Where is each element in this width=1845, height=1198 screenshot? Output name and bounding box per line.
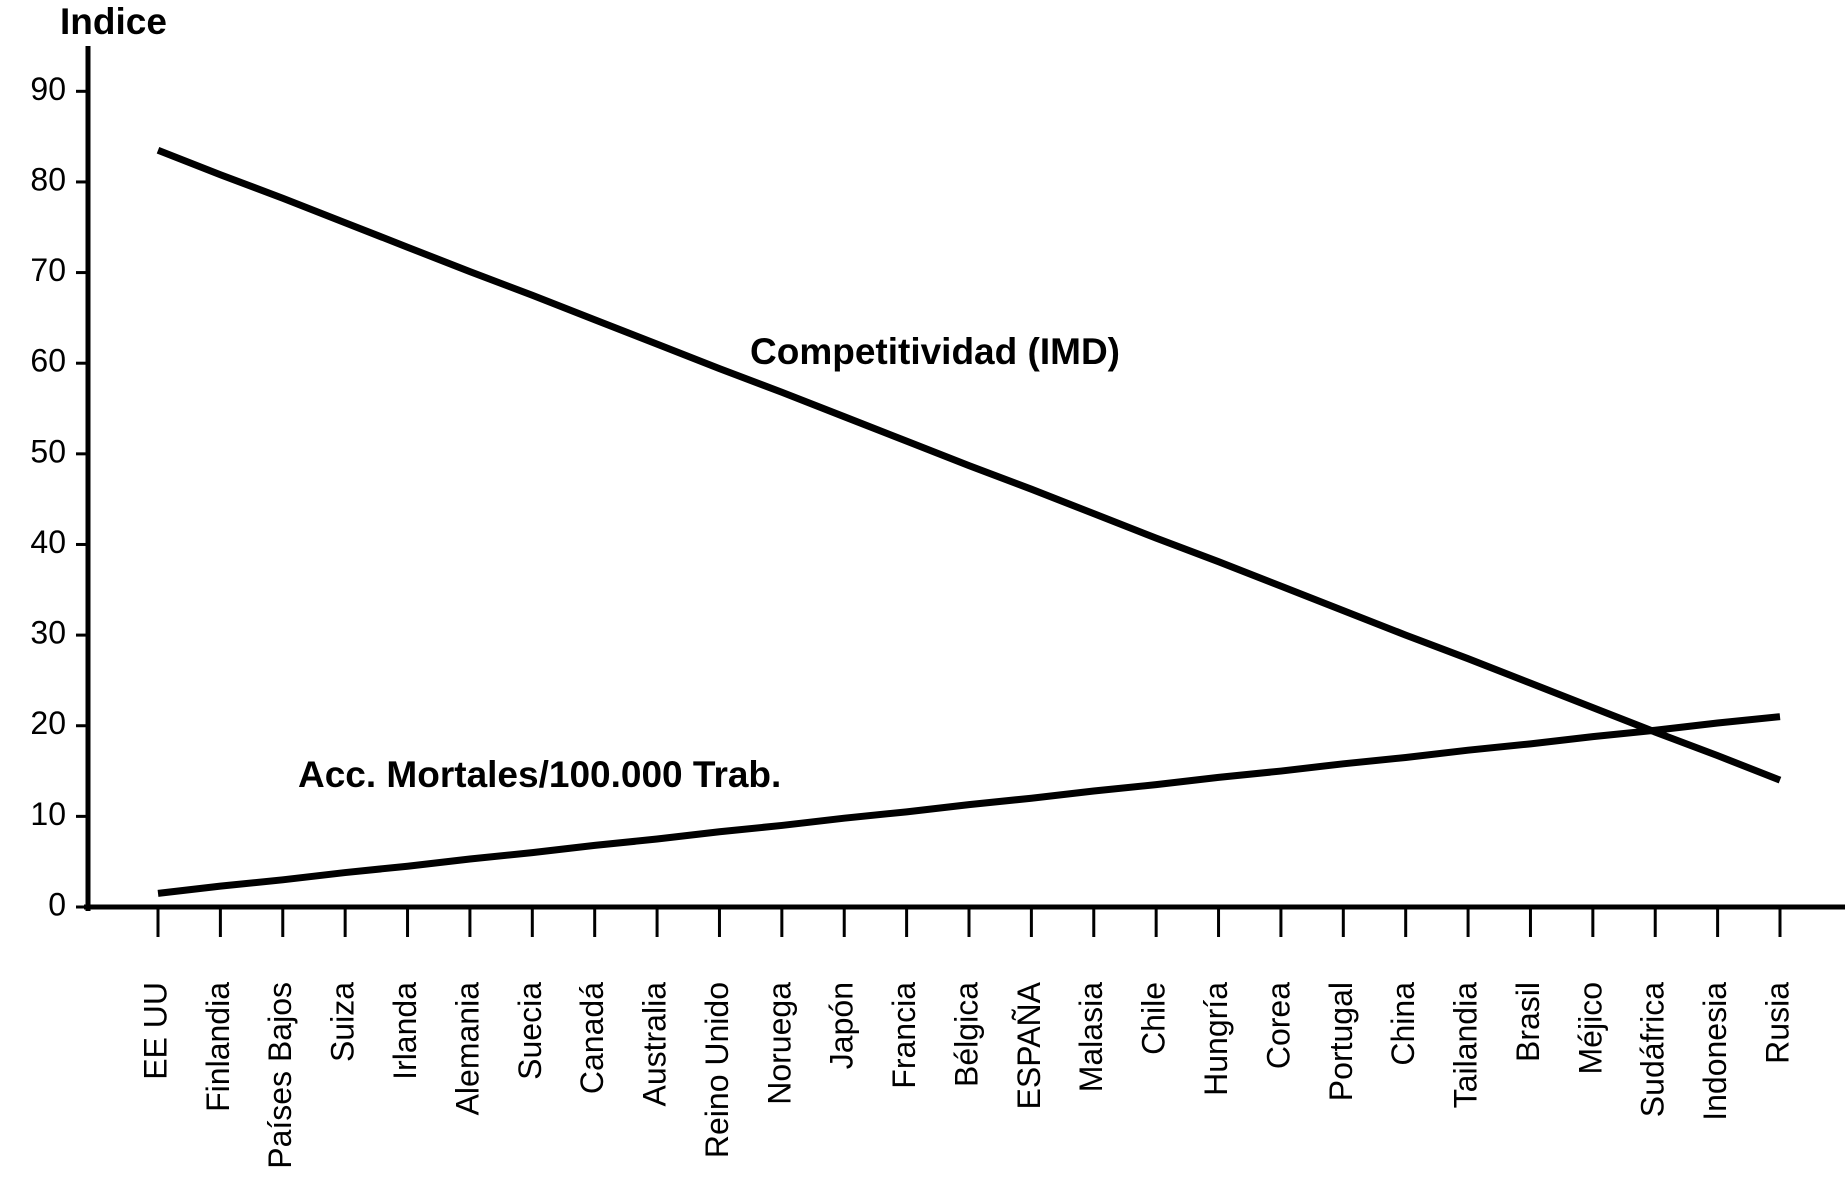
x-tick-label: Chile xyxy=(1136,982,1172,1055)
x-tick-label: Canadá xyxy=(574,982,610,1094)
y-tick-label: 30 xyxy=(30,615,66,651)
x-tick-label: Méjico xyxy=(1572,982,1608,1074)
x-tick-label: Malasia xyxy=(1073,982,1109,1092)
y-tick-label: 10 xyxy=(30,796,66,832)
x-tick-label: Irlanda xyxy=(387,982,423,1080)
data-line xyxy=(157,713,1781,897)
x-tick-label: Finlandia xyxy=(200,982,236,1112)
x-tick-label: Alemania xyxy=(449,982,485,1116)
y-axis-label: Indice xyxy=(60,1,167,42)
x-tick-label: Reino Unido xyxy=(699,982,735,1158)
x-tick-label: Bélgica xyxy=(948,982,984,1087)
y-tick-label: 80 xyxy=(30,161,66,197)
x-tick-label: Hungría xyxy=(1198,982,1234,1096)
series-label: Competitividad (IMD) xyxy=(750,331,1120,372)
x-tick-label: Tailandia xyxy=(1448,982,1484,1109)
x-tick-label: Rusia xyxy=(1759,982,1795,1064)
x-tick-label: Brasil xyxy=(1510,982,1546,1062)
x-tick-label: Japón xyxy=(824,982,860,1069)
y-tick-label: 90 xyxy=(30,71,66,107)
x-tick-label: Suecia xyxy=(512,982,548,1080)
x-tick-label: Suiza xyxy=(325,982,361,1062)
x-tick-label: Portugal xyxy=(1323,982,1359,1101)
y-tick-label: 60 xyxy=(30,343,66,379)
series-label: Acc. Mortales/100.000 Trab. xyxy=(298,754,781,795)
x-tick-label: EE UU xyxy=(137,982,173,1080)
y-tick-label: 20 xyxy=(30,705,66,741)
x-tick-label: Sudáfrica xyxy=(1635,982,1671,1117)
y-tick-label: 70 xyxy=(30,252,66,288)
y-tick-label: 0 xyxy=(48,886,66,922)
x-tick-label: Países Bajos xyxy=(262,982,298,1169)
y-tick-label: 40 xyxy=(30,524,66,560)
x-tick-label: Corea xyxy=(1260,982,1296,1069)
data-line xyxy=(156,146,1782,784)
y-tick-label: 50 xyxy=(30,433,66,469)
x-tick-label: Australia xyxy=(637,982,673,1107)
x-tick-label: China xyxy=(1385,982,1421,1066)
x-tick-label: Noruega xyxy=(761,982,797,1105)
x-tick-label: Indonesia xyxy=(1697,982,1733,1121)
x-tick-label: ESPAÑA xyxy=(1011,981,1047,1109)
x-tick-label: Francia xyxy=(886,982,922,1089)
